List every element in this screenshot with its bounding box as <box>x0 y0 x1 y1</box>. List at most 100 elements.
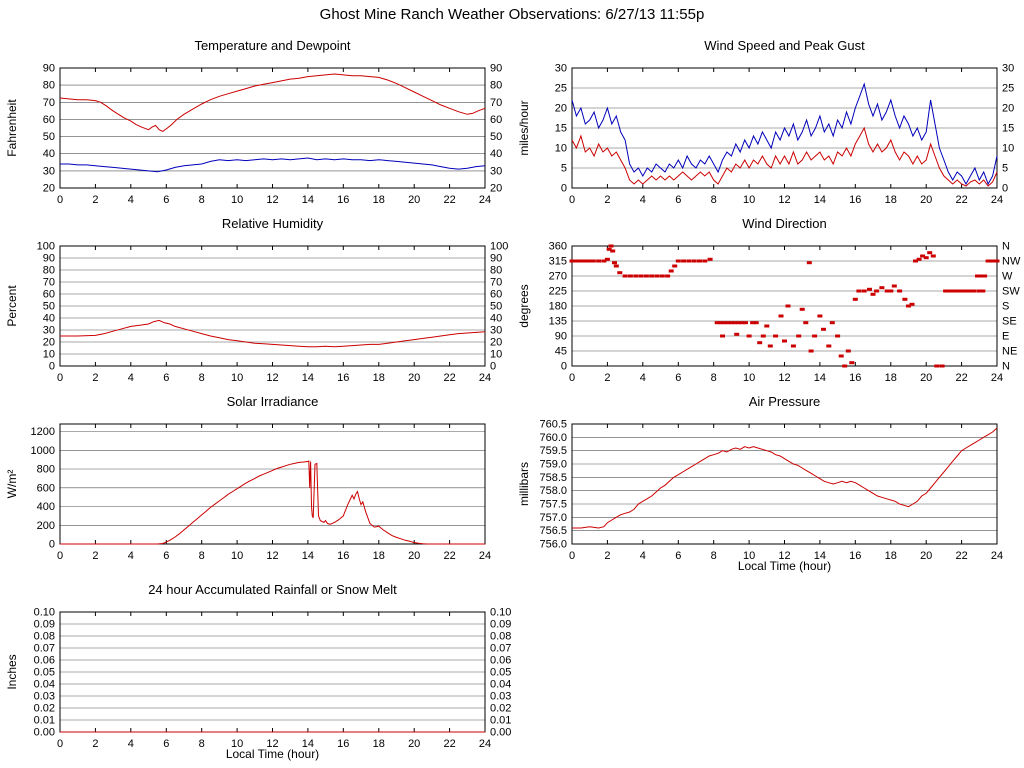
svg-text:10: 10 <box>490 349 502 361</box>
svg-text:W/m²: W/m² <box>5 470 19 499</box>
svg-text:0: 0 <box>49 539 55 551</box>
svg-text:6: 6 <box>675 372 681 384</box>
svg-text:90: 90 <box>555 331 567 343</box>
svg-text:16: 16 <box>337 372 349 384</box>
svg-text:16: 16 <box>337 194 349 206</box>
svg-text:Local Time (hour): Local Time (hour) <box>226 747 319 761</box>
svg-text:0: 0 <box>57 738 63 750</box>
svg-text:20: 20 <box>920 372 932 384</box>
svg-text:22: 22 <box>443 372 455 384</box>
svg-text:S: S <box>1002 301 1009 313</box>
svg-text:1000: 1000 <box>31 445 55 457</box>
svg-text:0.03: 0.03 <box>34 691 55 703</box>
svg-text:600: 600 <box>37 482 55 494</box>
svg-text:0: 0 <box>561 183 567 195</box>
svg-text:16: 16 <box>337 550 349 562</box>
svg-text:2: 2 <box>92 738 98 750</box>
svg-text:80: 80 <box>43 265 55 277</box>
svg-text:10: 10 <box>555 143 567 155</box>
svg-text:0: 0 <box>57 550 63 562</box>
svg-text:30: 30 <box>43 325 55 337</box>
svg-text:40: 40 <box>490 313 502 325</box>
svg-text:4: 4 <box>128 550 134 562</box>
svg-text:30: 30 <box>43 165 55 177</box>
svg-text:24: 24 <box>479 550 491 562</box>
svg-text:22: 22 <box>443 738 455 750</box>
svg-text:100: 100 <box>37 241 55 253</box>
svg-text:70: 70 <box>490 277 502 289</box>
svg-text:50: 50 <box>490 131 502 143</box>
page-title: Ghost Mine Ranch Weather Observations: 6… <box>319 6 705 23</box>
svg-text:10: 10 <box>231 550 243 562</box>
svg-text:millibars: millibars <box>517 462 531 506</box>
svg-text:14: 14 <box>302 194 314 206</box>
svg-text:12: 12 <box>266 194 278 206</box>
svg-text:Wind Direction: Wind Direction <box>742 216 827 231</box>
svg-text:Percent: Percent <box>5 285 19 327</box>
svg-text:22: 22 <box>955 372 967 384</box>
svg-text:40: 40 <box>43 148 55 160</box>
svg-text:758.5: 758.5 <box>539 472 567 484</box>
svg-text:miles/hour: miles/hour <box>517 100 531 155</box>
svg-text:W: W <box>1002 271 1013 283</box>
svg-text:12: 12 <box>778 372 790 384</box>
svg-text:24: 24 <box>479 738 491 750</box>
svg-text:20: 20 <box>490 337 502 349</box>
svg-text:18: 18 <box>373 372 385 384</box>
svg-text:10: 10 <box>1002 143 1014 155</box>
svg-text:12: 12 <box>778 194 790 206</box>
svg-text:6: 6 <box>163 550 169 562</box>
svg-text:0.04: 0.04 <box>490 679 511 691</box>
svg-text:80: 80 <box>490 265 502 277</box>
svg-text:NW: NW <box>1002 256 1021 268</box>
svg-text:5: 5 <box>561 163 567 175</box>
svg-text:6: 6 <box>675 550 681 562</box>
svg-text:25: 25 <box>1002 83 1014 95</box>
svg-text:50: 50 <box>43 131 55 143</box>
svg-text:0.09: 0.09 <box>490 619 511 631</box>
svg-text:SW: SW <box>1002 286 1020 298</box>
svg-text:180: 180 <box>549 301 567 313</box>
svg-text:4: 4 <box>640 194 646 206</box>
svg-text:0.01: 0.01 <box>34 715 55 727</box>
svg-text:SE: SE <box>1002 316 1017 328</box>
svg-text:759.5: 759.5 <box>539 445 567 457</box>
svg-text:Relative Humidity: Relative Humidity <box>222 216 324 231</box>
svg-text:70: 70 <box>43 277 55 289</box>
svg-text:2: 2 <box>92 194 98 206</box>
svg-text:757.5: 757.5 <box>539 499 567 511</box>
svg-text:8: 8 <box>711 550 717 562</box>
svg-text:315: 315 <box>549 256 567 268</box>
svg-text:14: 14 <box>302 738 314 750</box>
svg-text:30: 30 <box>555 63 567 75</box>
svg-text:80: 80 <box>43 80 55 92</box>
svg-text:0: 0 <box>569 550 575 562</box>
svg-text:90: 90 <box>43 63 55 75</box>
svg-text:0.00: 0.00 <box>490 727 511 739</box>
svg-text:0: 0 <box>57 194 63 206</box>
svg-text:12: 12 <box>266 372 278 384</box>
svg-text:8: 8 <box>711 372 717 384</box>
svg-text:E: E <box>1002 331 1009 343</box>
svg-text:16: 16 <box>849 550 861 562</box>
svg-text:4: 4 <box>128 372 134 384</box>
svg-text:20: 20 <box>43 337 55 349</box>
svg-text:0.08: 0.08 <box>34 631 55 643</box>
svg-text:0.09: 0.09 <box>34 619 55 631</box>
svg-text:15: 15 <box>1002 123 1014 135</box>
svg-text:Fahrenheit: Fahrenheit <box>5 99 19 157</box>
svg-text:degrees: degrees <box>517 284 531 327</box>
svg-text:20: 20 <box>408 738 420 750</box>
svg-text:0.03: 0.03 <box>490 691 511 703</box>
svg-text:0.02: 0.02 <box>34 703 55 715</box>
svg-text:8: 8 <box>199 550 205 562</box>
rainfall-chart: 0.00 0.000.01 0.010.02 0.020.03 0.030.04 0.04… <box>5 582 511 761</box>
svg-text:400: 400 <box>37 501 55 513</box>
svg-text:10: 10 <box>231 738 243 750</box>
svg-text:60: 60 <box>490 289 502 301</box>
svg-text:70: 70 <box>490 97 502 109</box>
svg-text:16: 16 <box>337 738 349 750</box>
svg-text:40: 40 <box>490 148 502 160</box>
